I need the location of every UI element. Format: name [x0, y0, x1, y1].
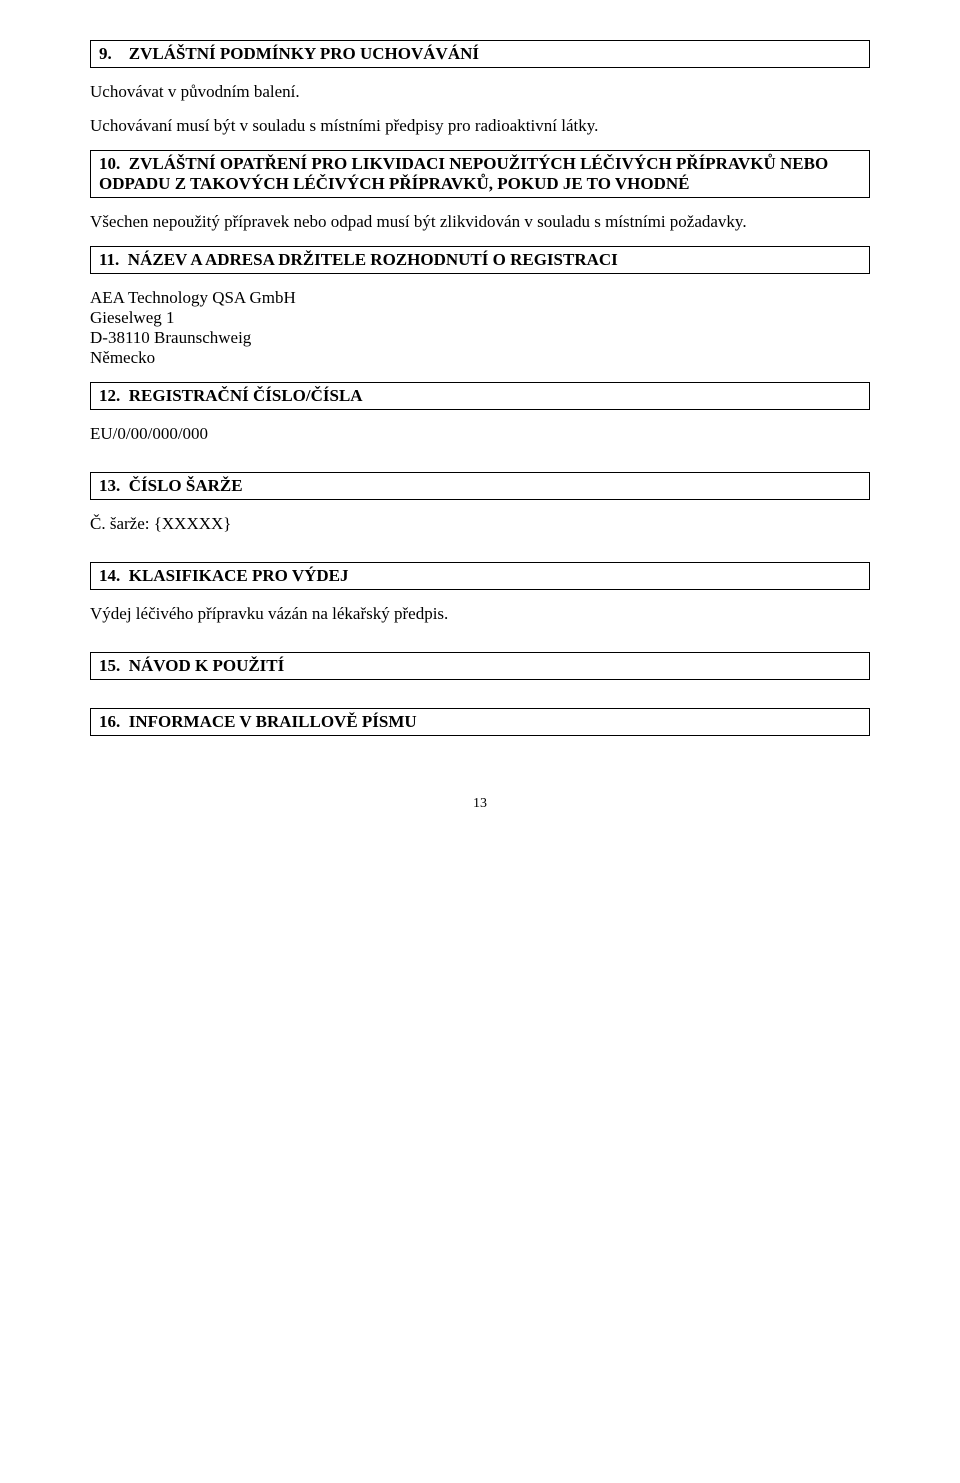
section-13-heading-box: 13. ČÍSLO ŠARŽE: [90, 472, 870, 500]
section-9-p2: Uchovávaní musí být v souladu s místními…: [90, 116, 870, 136]
section-10-heading: 10. ZVLÁŠTNÍ OPATŘENÍ PRO LIKVIDACI NEPO…: [99, 154, 861, 194]
section-16-heading-box: 16. INFORMACE V BRAILLOVĚ PÍSMU: [90, 708, 870, 736]
section-11-address: AEA Technology QSA GmbH Gieselweg 1 D-38…: [90, 288, 870, 368]
address-line-4: Německo: [90, 348, 870, 368]
page-number: 13: [90, 796, 870, 812]
section-9-heading-box: 9. ZVLÁŠTNÍ PODMÍNKY PRO UCHOVÁVÁNÍ: [90, 40, 870, 68]
address-line-2: Gieselweg 1: [90, 308, 870, 328]
spacer: [90, 694, 870, 708]
section-12-heading: 12. REGISTRAČNÍ ČÍSLO/ČÍSLA: [99, 386, 861, 406]
section-15-heading-box: 15. NÁVOD K POUŽITÍ: [90, 652, 870, 680]
section-12-p1: EU/0/00/000/000: [90, 424, 870, 444]
page-container: 9. ZVLÁŠTNÍ PODMÍNKY PRO UCHOVÁVÁNÍ Ucho…: [0, 0, 960, 852]
address-line-1: AEA Technology QSA GmbH: [90, 288, 870, 308]
section-9-heading: 9. ZVLÁŠTNÍ PODMÍNKY PRO UCHOVÁVÁNÍ: [99, 44, 861, 64]
section-14-heading-box: 14. KLASIFIKACE PRO VÝDEJ: [90, 562, 870, 590]
section-9-p1: Uchovávat v původním balení.: [90, 82, 870, 102]
section-11-heading-box: 11. NÁZEV A ADRESA DRŽITELE ROZHODNUTÍ O…: [90, 246, 870, 274]
section-14-heading: 14. KLASIFIKACE PRO VÝDEJ: [99, 566, 861, 586]
spacer: [90, 638, 870, 652]
spacer: [90, 548, 870, 562]
section-13-heading: 13. ČÍSLO ŠARŽE: [99, 476, 861, 496]
section-16-heading: 16. INFORMACE V BRAILLOVĚ PÍSMU: [99, 712, 861, 732]
section-11-heading: 11. NÁZEV A ADRESA DRŽITELE ROZHODNUTÍ O…: [99, 250, 861, 270]
section-12-heading-box: 12. REGISTRAČNÍ ČÍSLO/ČÍSLA: [90, 382, 870, 410]
spacer: [90, 458, 870, 472]
section-15-heading: 15. NÁVOD K POUŽITÍ: [99, 656, 861, 676]
section-10-heading-box: 10. ZVLÁŠTNÍ OPATŘENÍ PRO LIKVIDACI NEPO…: [90, 150, 870, 198]
address-line-3: D-38110 Braunschweig: [90, 328, 870, 348]
section-14-p1: Výdej léčivého přípravku vázán na lékařs…: [90, 604, 870, 624]
section-10-p1: Všechen nepoužitý přípravek nebo odpad m…: [90, 212, 870, 232]
section-13-p1: Č. šarže: {XXXXX}: [90, 514, 870, 534]
